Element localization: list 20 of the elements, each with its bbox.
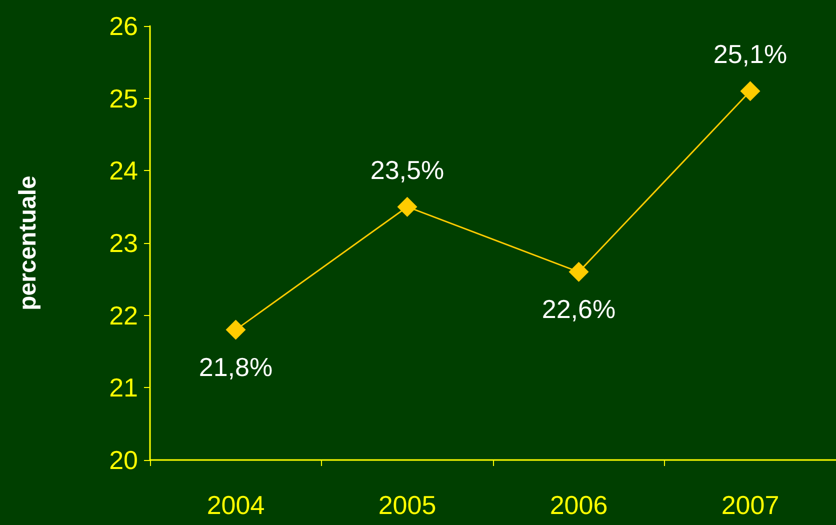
point	[226, 320, 246, 340]
data-label: 21,8%	[198, 352, 273, 382]
point	[740, 81, 760, 102]
x-tick-label: 2004	[206, 490, 265, 520]
point	[568, 262, 589, 282]
y-tick-label: 20	[109, 445, 138, 475]
data-label: 25,1%	[713, 39, 788, 70]
x-tick-label: 2007	[721, 490, 780, 520]
y-tick-label: 25	[109, 83, 138, 114]
y-tick-label: 22	[109, 300, 138, 330]
x-tick-label: 2005	[378, 490, 436, 520]
data-label: 22,6%	[542, 294, 616, 324]
x-tick-label: 2006	[550, 490, 608, 520]
y-tick-label: 24	[109, 156, 138, 186]
y-tick-label: 26	[109, 11, 138, 41]
y-axis-title: percentuale	[14, 176, 42, 310]
data-label: 23,5%	[370, 154, 444, 185]
point	[397, 196, 418, 217]
y-tick-label: 21	[109, 372, 138, 403]
y-tick-label: 23	[109, 228, 138, 258]
